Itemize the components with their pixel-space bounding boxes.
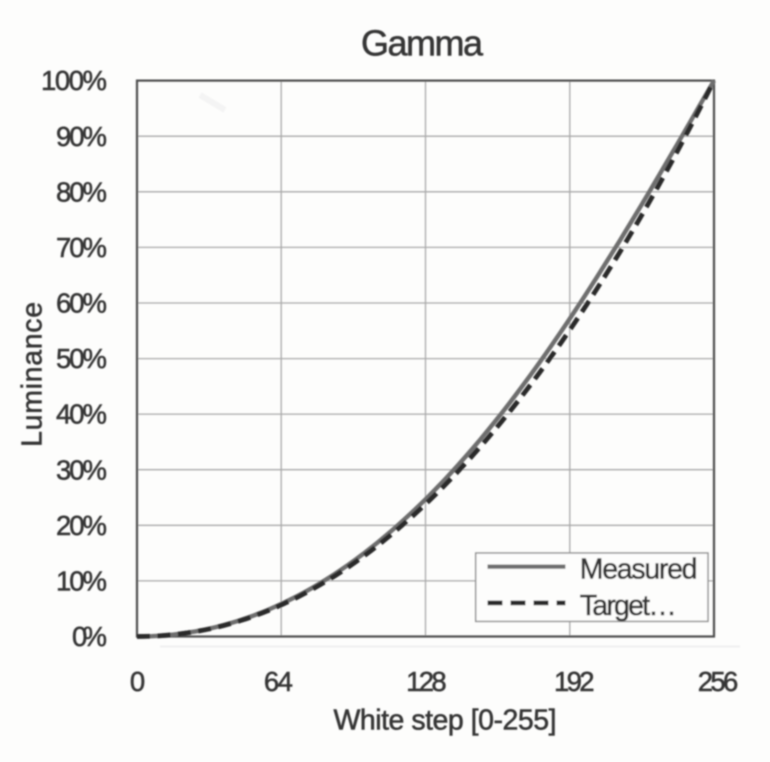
- svg-text:192: 192: [554, 666, 595, 697]
- svg-text:Gamma: Gamma: [361, 23, 484, 64]
- svg-text:30%: 30%: [56, 454, 107, 485]
- svg-text:40%: 40%: [56, 399, 107, 430]
- svg-text:20%: 20%: [56, 510, 107, 541]
- svg-text:70%: 70%: [56, 232, 107, 263]
- svg-text:64: 64: [264, 666, 293, 697]
- svg-text:128: 128: [406, 666, 447, 697]
- svg-text:10%: 10%: [56, 566, 107, 597]
- svg-text:Luminance: Luminance: [17, 302, 49, 447]
- svg-text:0%: 0%: [72, 621, 107, 652]
- svg-text:50%: 50%: [56, 343, 107, 374]
- svg-text:White step [0-255]: White step [0-255]: [334, 705, 557, 737]
- svg-text:Measured: Measured: [580, 554, 698, 586]
- svg-text:0: 0: [130, 666, 145, 697]
- svg-text:100%: 100%: [41, 65, 107, 96]
- svg-text:60%: 60%: [56, 288, 107, 319]
- svg-text:256: 256: [698, 666, 739, 697]
- svg-text:Target…: Target…: [580, 590, 677, 622]
- svg-text:80%: 80%: [56, 176, 107, 207]
- svg-text:90%: 90%: [56, 121, 107, 152]
